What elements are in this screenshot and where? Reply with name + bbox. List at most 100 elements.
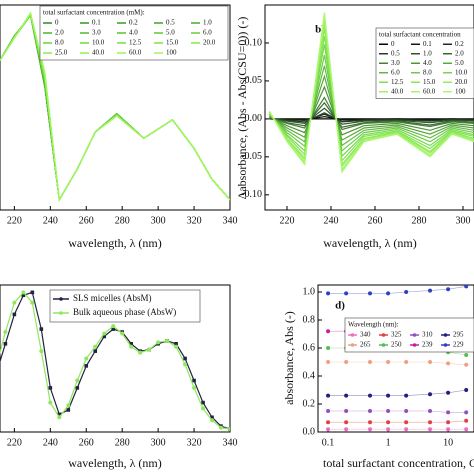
marker [404,360,409,364]
marker [428,288,433,293]
marker [368,420,373,425]
marker [75,378,80,383]
marker [326,393,331,398]
marker [192,385,197,390]
series-line [268,54,474,152]
series-line [268,36,474,162]
x-axis-label: wavelength, λ (nm) [323,236,416,250]
marker [428,360,433,364]
marker [228,427,230,432]
x-tick-label: 220 [7,215,22,226]
legend-label: 2.0 [455,49,464,57]
y-axis-label: absorbance, Abs (-) [282,311,296,405]
marker [129,342,133,346]
marker [386,409,391,413]
y-tick-label: 0.00 [245,113,263,124]
y-tick-label: 1.0 [303,286,316,297]
legend: Wavelength (nm): 340 325 310 295 265 250 239 229 [344,317,474,353]
x-tick-label: 220 [7,437,22,448]
marker [446,410,451,415]
legend-marker [59,311,63,315]
legend-label: 100 [455,87,466,95]
panel-title: d) [335,300,345,312]
marker [111,327,116,331]
legend-label: 0.5 [166,19,175,27]
marker [66,403,71,408]
legend: total surfactant concentration (mM): 0 0.1… [39,5,229,61]
marker [464,418,469,423]
series-line [269,74,474,141]
series-line [268,23,474,169]
connector [328,420,467,423]
x-tick-label: 260 [79,215,94,226]
x-tick-label: 240 [43,215,58,226]
legend-label: 12.5 [391,78,404,86]
marker [192,378,196,383]
y-tick-label: -0.05 [241,151,262,162]
legend-label: 229 [453,341,464,349]
marker [111,324,116,329]
marker [428,420,433,425]
marker [84,364,89,368]
marker [12,300,17,305]
marker [66,408,71,412]
marker [326,346,331,350]
legend-label: 340 [360,331,371,339]
marker [48,386,53,390]
marks [326,285,469,432]
legend-label: 0.5 [391,49,400,57]
marker [386,291,391,296]
marks [268,12,474,174]
connector [328,361,467,366]
panel: 0.1 1 10 0.0 0.2 0.4 0.6 0.8 1.0 total surfactant… [282,284,474,470]
marker [201,406,206,411]
marker [138,350,143,355]
legend-title: total surfactant concentration (mM): [43,9,145,17]
plot-frame [0,4,231,211]
legend-label: 0 [391,40,395,48]
marker [57,412,62,417]
marker [21,293,26,298]
legend-label: 239 [422,341,433,349]
marker [102,334,107,339]
marker [21,290,26,295]
panel: 220 240 260 280 300 320 340 wavelength, λ (nm) S… [0,284,238,470]
legend-label: 1.0 [423,49,432,57]
legend-label: 100 [166,49,177,57]
series-line [269,101,474,128]
connector [328,286,467,294]
marker [3,342,8,346]
legend-label: 20.0 [455,78,468,86]
legend-label: 15.0 [166,39,179,47]
legend-label: 40.0 [391,87,404,95]
marker [210,415,214,420]
legend-label: 12.5 [129,39,142,47]
x-tick-label: 240 [43,437,58,448]
legend-marker [381,343,386,347]
plot-frame [0,284,231,433]
y-tick-label: 0.05 [245,75,263,86]
series-line [269,96,474,131]
x-tick-label: 280 [115,215,130,226]
x-tick-label: 280 [412,215,427,226]
x-axis-label: wavelength, λ (nm) [68,236,161,250]
panel-title: b) [315,24,325,36]
marker [326,420,331,425]
legend-label: 15.0 [423,78,436,86]
marker [428,409,433,413]
marks [0,290,230,432]
legend-marker [350,343,355,347]
legend-label: 6.0 [203,29,212,37]
connector [328,389,467,396]
legend-label: 4.0 [423,59,432,67]
plot-frame [264,4,474,211]
marker [210,418,215,423]
legend-label: 295 [453,331,464,339]
y-tick-label: 0.0 [303,426,316,437]
legend-box [375,27,474,99]
marker [183,362,188,367]
marker [344,393,349,398]
marker [404,409,409,413]
marker [368,393,373,398]
y-tick-label: 0.6 [303,342,316,353]
